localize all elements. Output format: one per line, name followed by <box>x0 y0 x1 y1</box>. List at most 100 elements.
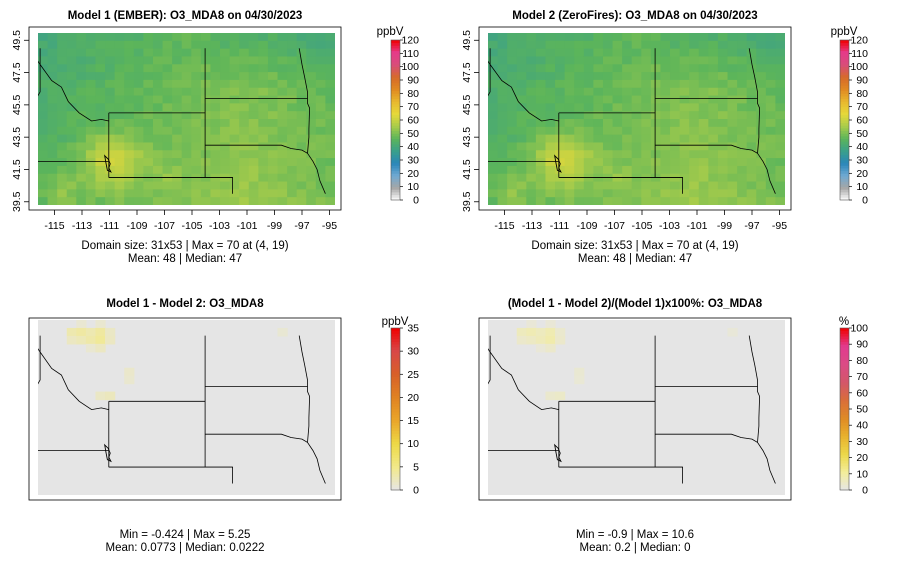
legend-swatch <box>840 452 849 456</box>
grid-cell <box>325 181 335 190</box>
grid-cell <box>287 95 298 104</box>
grid-cell <box>85 48 97 58</box>
legend-swatch <box>391 133 400 137</box>
grid-cell <box>277 64 288 73</box>
state-line <box>488 60 491 97</box>
legend-tick-label: 100 <box>850 61 868 73</box>
grid-cell <box>583 119 594 128</box>
legend-swatch <box>840 373 849 377</box>
grid-cell <box>526 64 537 73</box>
grid-cell <box>679 95 690 104</box>
grid-cell <box>746 189 757 198</box>
grid-cell <box>248 189 259 198</box>
legend-swatch <box>840 72 849 76</box>
legend-tick-label: 20 <box>407 168 419 180</box>
grid-cell <box>516 33 527 42</box>
grid-cell <box>507 142 518 151</box>
grid-cell <box>200 72 212 81</box>
grid-cell <box>689 87 700 97</box>
grid-cell <box>631 48 642 58</box>
grid-cell <box>277 48 288 58</box>
grid-cell <box>181 79 192 89</box>
grid-cell <box>133 56 144 65</box>
grid-cell <box>258 158 269 167</box>
grid-cell <box>76 64 87 73</box>
grid-cell <box>756 134 767 144</box>
grid-cell <box>66 87 77 97</box>
grid-cell <box>622 173 633 183</box>
grid-cell <box>239 87 250 97</box>
grid-cell <box>602 165 614 175</box>
grid-cell <box>143 119 154 128</box>
legend-swatch <box>840 173 849 177</box>
grid-cell <box>267 87 279 97</box>
legend-swatch <box>840 152 849 156</box>
legend-swatch <box>391 376 400 380</box>
legend-swatch <box>391 346 400 350</box>
legend-tick-label: 70 <box>856 101 868 113</box>
legend-swatch <box>840 360 849 364</box>
grid-cell <box>172 150 183 159</box>
legend-swatch <box>840 162 849 166</box>
stats-line-1: Domain size: 31x53 | Max = 70 at (4, 19) <box>531 240 738 252</box>
grid-cell <box>641 150 652 159</box>
grid-cell <box>66 327 77 337</box>
grid-cell <box>507 158 518 167</box>
grid-cell <box>162 150 173 159</box>
legend-tick-label: 70 <box>407 101 419 113</box>
legend-swatch <box>391 56 400 60</box>
grid-cell <box>631 142 642 151</box>
grid-cell <box>277 189 288 198</box>
grid-cell <box>105 181 116 190</box>
grid-cell <box>315 79 327 89</box>
grid-cell <box>200 79 212 89</box>
grid-cell <box>248 165 259 175</box>
grid-cell <box>564 173 575 183</box>
grid-cell <box>95 103 106 112</box>
legend-swatch <box>840 328 849 332</box>
grid-cell <box>775 79 785 89</box>
grid-cell <box>497 48 508 58</box>
legend-swatch <box>391 414 400 418</box>
grid-cell <box>650 56 662 65</box>
grid-cell <box>641 142 652 151</box>
legend-tick-label: 60 <box>856 387 868 399</box>
grid-cell <box>698 33 709 42</box>
grid-cell <box>47 103 58 112</box>
grid-cell <box>660 142 671 151</box>
grid-cell <box>287 173 298 183</box>
grid-cell <box>143 134 154 144</box>
grid-cell <box>200 56 212 65</box>
legend-swatch <box>840 330 849 334</box>
grid-cell <box>152 142 164 151</box>
grid-cell <box>631 189 642 198</box>
grid-cell <box>593 33 604 42</box>
grid-cell <box>172 165 183 175</box>
legend-swatch <box>840 117 849 121</box>
legend-swatch <box>840 58 849 62</box>
y-tick-label: 47.5 <box>461 62 473 83</box>
grid-cell <box>95 95 106 104</box>
grid-cell <box>306 165 317 175</box>
grid-cell <box>526 189 537 198</box>
grid-cell <box>507 126 518 136</box>
grid-cell <box>114 142 125 151</box>
stats-line-2: Mean: 48 | Median: 47 <box>578 253 692 265</box>
grid-cell <box>191 33 202 42</box>
state-line <box>38 348 41 385</box>
grid-cell <box>76 126 87 136</box>
grid-cell <box>737 189 748 198</box>
grid-cell <box>296 119 307 128</box>
grid-cell <box>488 33 499 42</box>
legend-swatch <box>840 186 849 190</box>
grid-cell <box>641 119 652 128</box>
grid-cell <box>526 103 537 112</box>
grid-cell <box>756 119 767 128</box>
grid-cell <box>526 33 537 42</box>
grid-cell <box>325 126 335 136</box>
grid-cell <box>727 33 738 42</box>
grid-cell <box>210 33 221 42</box>
grid-cell <box>574 367 585 377</box>
legend-swatch <box>391 170 400 174</box>
grid-cell <box>535 181 547 190</box>
